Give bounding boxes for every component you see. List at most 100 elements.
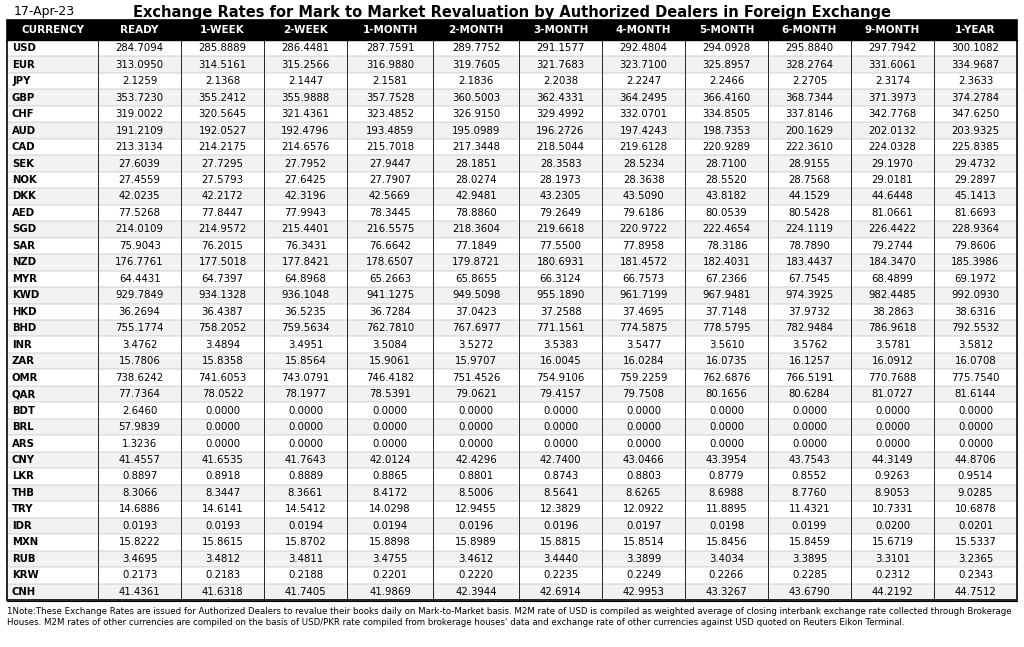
- Text: 218.5044: 218.5044: [537, 142, 585, 152]
- Text: 217.3448: 217.3448: [452, 142, 500, 152]
- Text: 37.2588: 37.2588: [540, 307, 582, 317]
- Text: 79.6186: 79.6186: [623, 208, 665, 218]
- Text: 0.2249: 0.2249: [626, 570, 662, 580]
- Text: 3.4695: 3.4695: [122, 554, 158, 564]
- Text: 67.7545: 67.7545: [788, 274, 830, 284]
- Text: 65.2663: 65.2663: [369, 274, 411, 284]
- Text: 16.0912: 16.0912: [871, 356, 913, 366]
- Text: 29.0181: 29.0181: [871, 175, 913, 185]
- Text: 0.0000: 0.0000: [288, 422, 324, 432]
- Text: 197.4243: 197.4243: [620, 126, 668, 136]
- Text: 42.3196: 42.3196: [285, 192, 327, 201]
- Text: 0.9514: 0.9514: [957, 472, 993, 481]
- Text: 15.8358: 15.8358: [202, 356, 244, 366]
- Text: 64.7397: 64.7397: [202, 274, 244, 284]
- Text: 364.2495: 364.2495: [620, 93, 668, 103]
- Text: 203.9325: 203.9325: [951, 126, 999, 136]
- Text: 42.6914: 42.6914: [540, 587, 582, 597]
- Text: 77.8447: 77.8447: [202, 208, 244, 218]
- Text: 0.0201: 0.0201: [957, 521, 993, 531]
- Text: 0.8897: 0.8897: [122, 472, 158, 481]
- Text: 360.5003: 360.5003: [452, 93, 500, 103]
- Text: 176.7761: 176.7761: [116, 258, 164, 267]
- Text: CURRENCY: CURRENCY: [22, 25, 84, 35]
- Text: 77.5500: 77.5500: [540, 241, 582, 251]
- Text: 42.4296: 42.4296: [456, 455, 497, 465]
- Text: 16.0284: 16.0284: [623, 356, 665, 366]
- Text: 44.3149: 44.3149: [871, 455, 913, 465]
- Text: 77.1849: 77.1849: [455, 241, 497, 251]
- Text: 751.4526: 751.4526: [452, 373, 501, 382]
- Text: 313.0950: 313.0950: [116, 60, 164, 70]
- Text: 81.0661: 81.0661: [871, 208, 913, 218]
- Text: 0.0200: 0.0200: [874, 521, 910, 531]
- Text: 224.0328: 224.0328: [868, 142, 916, 152]
- Text: 28.1851: 28.1851: [456, 159, 497, 168]
- Text: 81.6144: 81.6144: [954, 389, 996, 399]
- Text: 329.4992: 329.4992: [537, 109, 585, 119]
- Text: 0.0000: 0.0000: [957, 439, 993, 448]
- Text: 27.7907: 27.7907: [369, 175, 411, 185]
- Text: MXN: MXN: [12, 538, 38, 547]
- Text: 28.5520: 28.5520: [706, 175, 748, 185]
- Text: KWD: KWD: [12, 291, 39, 300]
- Text: 42.5669: 42.5669: [369, 192, 411, 201]
- Text: 41.9869: 41.9869: [369, 587, 411, 597]
- Text: 289.7752: 289.7752: [452, 43, 501, 53]
- Text: 284.7094: 284.7094: [116, 43, 164, 53]
- Text: 183.4437: 183.4437: [785, 258, 834, 267]
- Text: 342.7768: 342.7768: [868, 109, 916, 119]
- Text: 11.4321: 11.4321: [788, 505, 830, 514]
- Text: 319.0022: 319.0022: [116, 109, 164, 119]
- Text: 15.9707: 15.9707: [455, 356, 497, 366]
- Text: 202.0132: 202.0132: [868, 126, 916, 136]
- Text: 328.2764: 328.2764: [785, 60, 834, 70]
- Text: 2.1259: 2.1259: [122, 76, 158, 86]
- Text: 9.0285: 9.0285: [957, 488, 993, 498]
- Text: 78.3186: 78.3186: [706, 241, 748, 251]
- Text: 314.5161: 314.5161: [199, 60, 247, 70]
- Text: 5-MONTH: 5-MONTH: [698, 25, 755, 35]
- Text: 3.4812: 3.4812: [205, 554, 240, 564]
- Text: 81.0727: 81.0727: [871, 389, 913, 399]
- Text: 0.8552: 0.8552: [792, 472, 827, 481]
- Text: 326.9150: 326.9150: [452, 109, 500, 119]
- Text: 334.8505: 334.8505: [702, 109, 751, 119]
- Text: 214.6576: 214.6576: [282, 142, 330, 152]
- Text: 0.0000: 0.0000: [543, 439, 579, 448]
- Text: 355.9888: 355.9888: [282, 93, 330, 103]
- Bar: [7, 584, 1017, 600]
- Text: 29.2897: 29.2897: [954, 175, 996, 185]
- Text: 43.3954: 43.3954: [706, 455, 748, 465]
- Text: 4-MONTH: 4-MONTH: [615, 25, 672, 35]
- Text: DKK: DKK: [12, 192, 36, 201]
- Text: 0.0000: 0.0000: [459, 422, 494, 432]
- Text: CHF: CHF: [12, 109, 35, 119]
- Bar: [7, 40, 1017, 56]
- Text: 222.3610: 222.3610: [785, 142, 834, 152]
- Text: 0.0000: 0.0000: [373, 406, 408, 415]
- Text: 16.1257: 16.1257: [788, 356, 830, 366]
- Text: 41.7405: 41.7405: [285, 587, 327, 597]
- Text: 362.4331: 362.4331: [537, 93, 585, 103]
- Text: 332.0701: 332.0701: [620, 109, 668, 119]
- Text: 43.3267: 43.3267: [706, 587, 748, 597]
- Text: 214.9572: 214.9572: [199, 225, 247, 234]
- Text: NOK: NOK: [12, 175, 37, 185]
- Text: GBP: GBP: [12, 93, 35, 103]
- Text: 347.6250: 347.6250: [951, 109, 999, 119]
- Text: 0.2220: 0.2220: [459, 570, 494, 580]
- Text: INR: INR: [12, 340, 32, 350]
- Text: 941.1275: 941.1275: [366, 291, 414, 300]
- Text: 3.4034: 3.4034: [709, 554, 744, 564]
- Text: 2.1368: 2.1368: [205, 76, 241, 86]
- Text: 0.2343: 0.2343: [957, 570, 993, 580]
- Text: BHD: BHD: [12, 324, 36, 333]
- Bar: [7, 155, 1017, 171]
- Text: 36.4387: 36.4387: [202, 307, 244, 317]
- Text: 949.5098: 949.5098: [452, 291, 501, 300]
- Text: 15.8702: 15.8702: [285, 538, 327, 547]
- Text: 0.0000: 0.0000: [792, 406, 827, 415]
- Text: 315.2566: 315.2566: [282, 60, 330, 70]
- Bar: [7, 20, 1017, 40]
